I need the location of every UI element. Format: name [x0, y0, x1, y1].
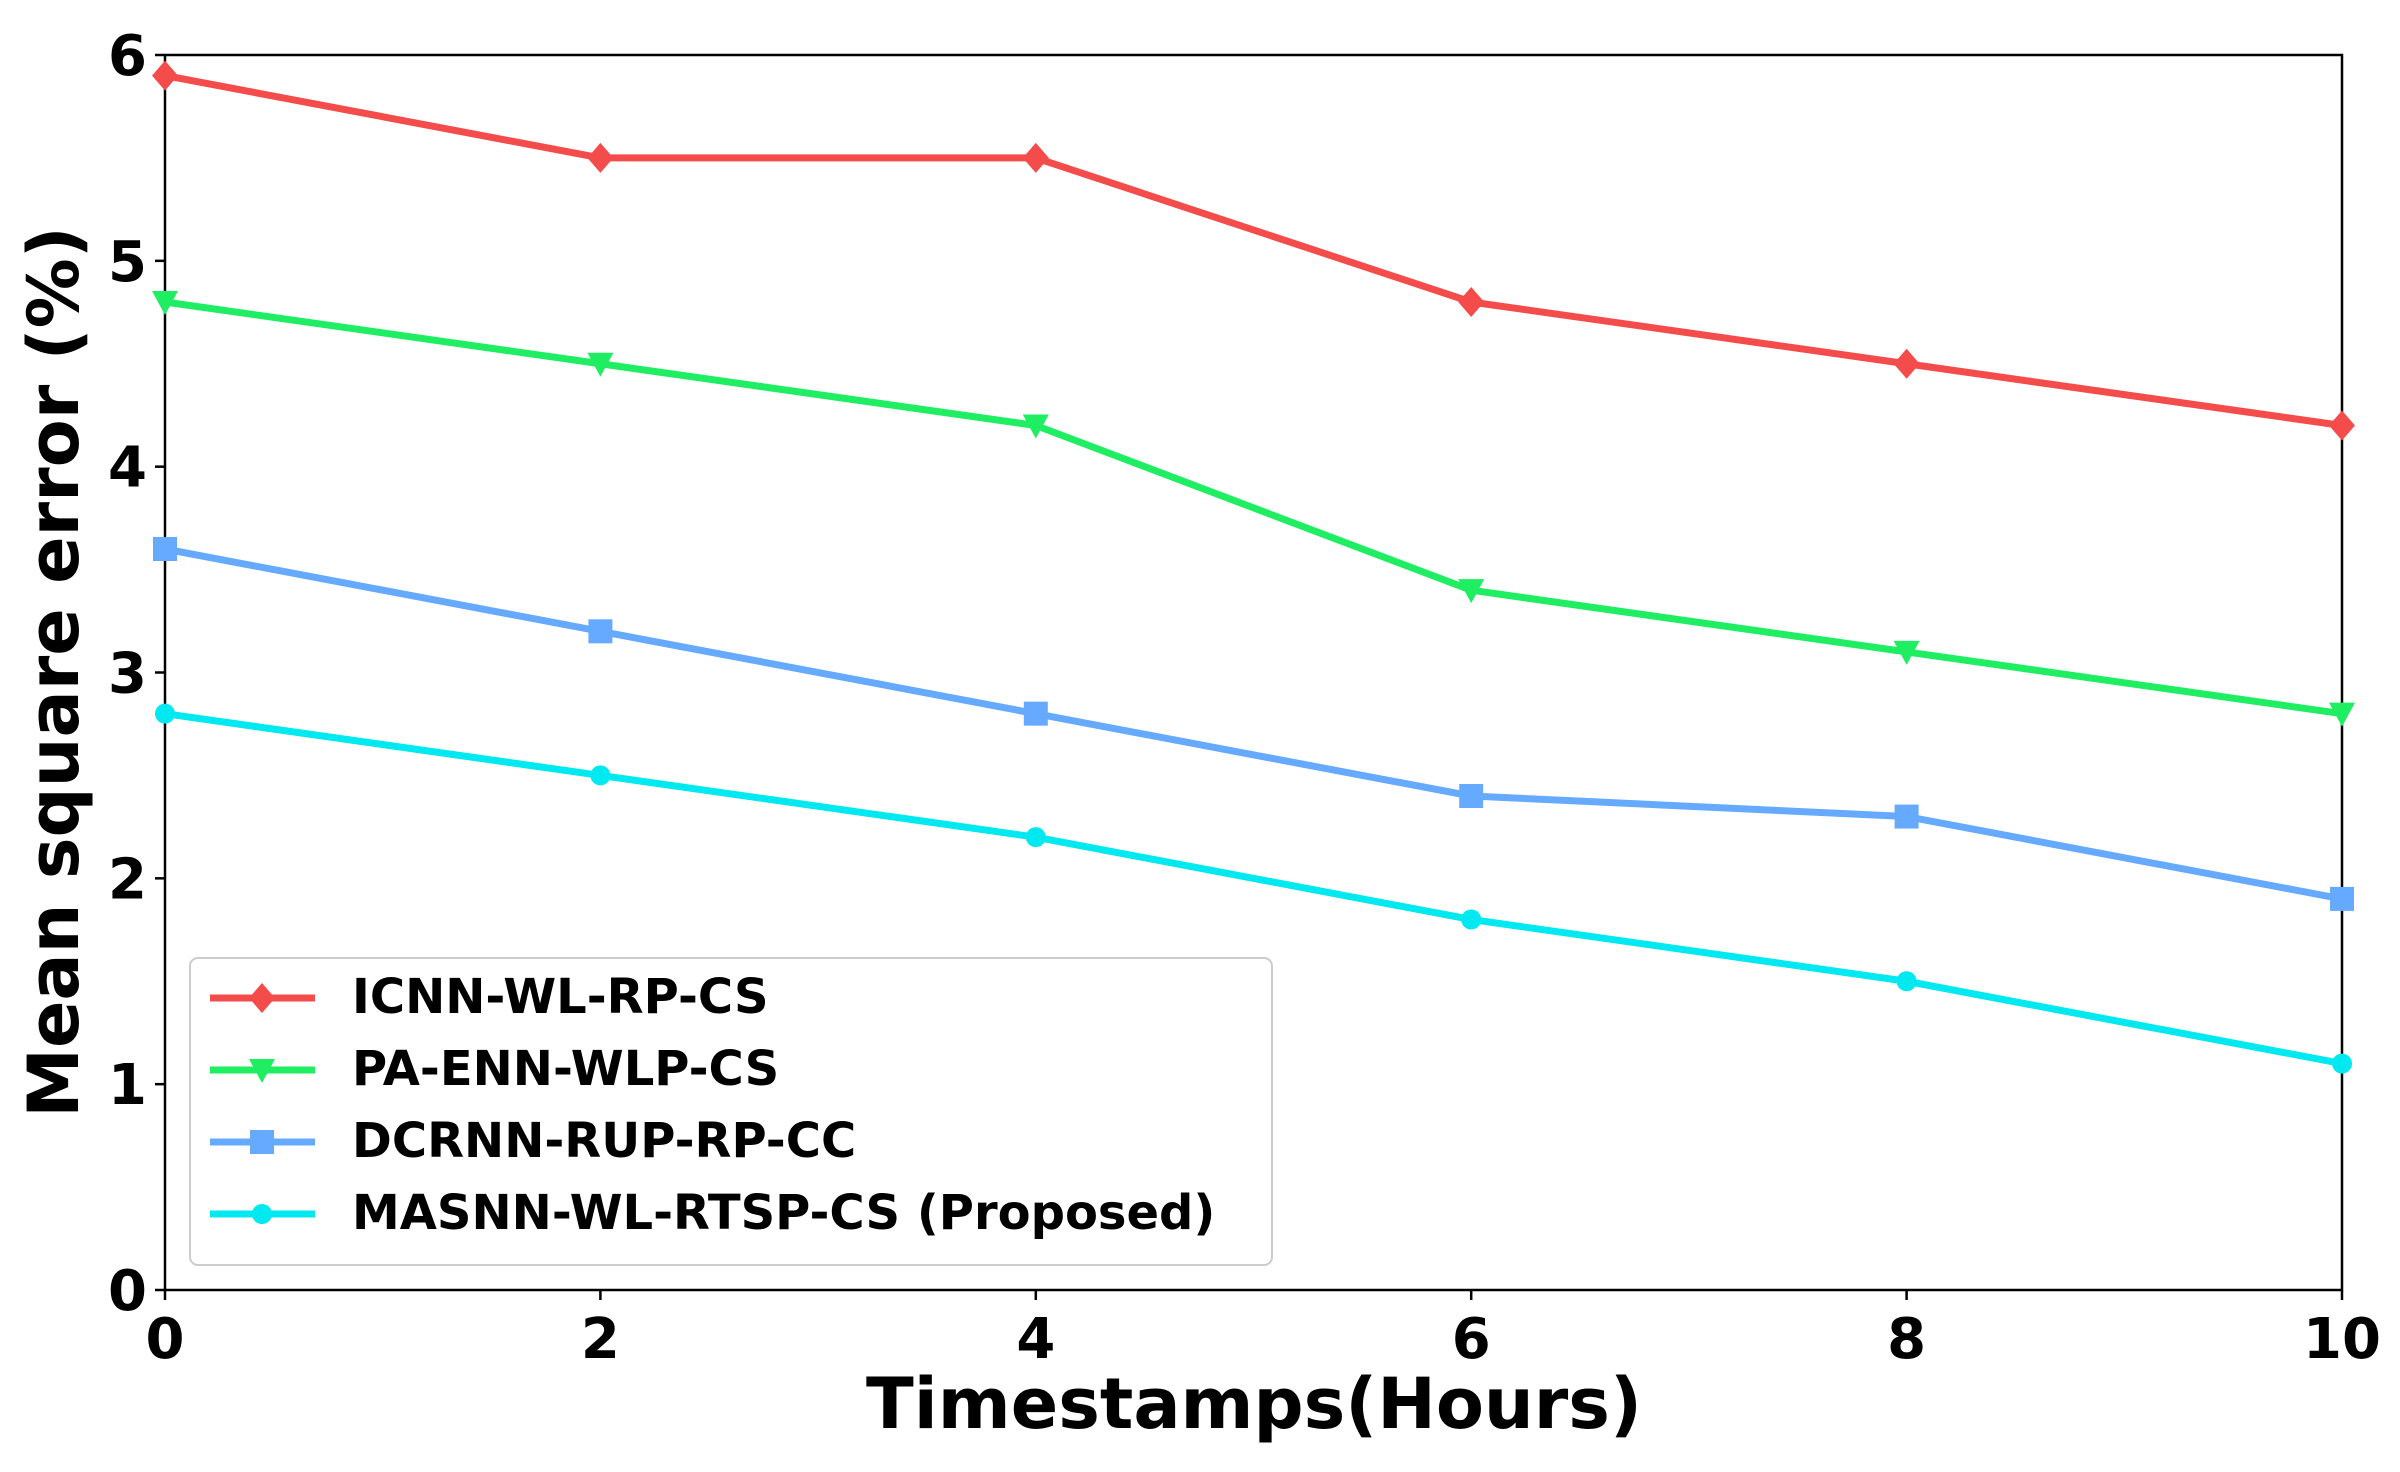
- x-tick-label: 10: [2303, 1307, 2381, 1372]
- marker: [1893, 640, 1920, 665]
- series-line: [164, 710, 2343, 1068]
- marker: [153, 537, 177, 561]
- marker: [152, 60, 178, 91]
- y-axis-label: Mean square error (%): [13, 226, 95, 1117]
- x-tick-label: 6: [1452, 1307, 1491, 1372]
- x-tick-label: 0: [146, 1307, 185, 1372]
- y-tick-label: 0: [108, 1259, 147, 1324]
- series-line: [164, 298, 2343, 718]
- marker: [2329, 410, 2355, 441]
- legend-box: [189, 957, 1273, 1266]
- marker: [588, 619, 613, 644]
- marker: [252, 1204, 272, 1224]
- marker: [249, 1059, 275, 1083]
- marker: [2332, 1053, 2352, 1074]
- series-line: [164, 545, 2343, 903]
- x-tick-label: 8: [1887, 1307, 1926, 1372]
- marker: [1022, 142, 1049, 173]
- marker: [1022, 414, 1049, 439]
- marker: [587, 352, 614, 377]
- legend-label: ICNN-WL-RP-CS: [352, 969, 769, 1025]
- marker: [1458, 579, 1485, 604]
- x-tick-label: 4: [1016, 1307, 1055, 1372]
- legend-label: DCRNN-RUP-RP-CC: [352, 1113, 856, 1169]
- marker: [1894, 804, 1919, 829]
- marker: [1023, 701, 1048, 726]
- marker: [2330, 886, 2354, 911]
- marker: [1025, 827, 1046, 848]
- y-tick-label: 1: [108, 1053, 147, 1118]
- marker: [1893, 348, 1920, 379]
- x-tick-label: 2: [581, 1307, 620, 1372]
- marker: [2329, 702, 2355, 727]
- legend-label: MASNN-WL-RTSP-CS (Proposed): [352, 1185, 1215, 1241]
- marker: [249, 983, 275, 1013]
- marker: [1896, 971, 1917, 992]
- marker: [250, 1130, 274, 1154]
- series-line: [164, 72, 2343, 429]
- y-tick-label: 5: [108, 230, 147, 295]
- y-tick-label: 2: [108, 847, 147, 912]
- marker: [590, 765, 611, 786]
- y-tick-label: 3: [108, 642, 147, 707]
- marker: [1458, 287, 1485, 317]
- marker: [152, 291, 178, 315]
- marker: [1461, 909, 1482, 930]
- legend-label: PA-ENN-WLP-CS: [352, 1041, 779, 1097]
- y-tick-label: 6: [108, 24, 147, 89]
- marker: [587, 142, 614, 173]
- legend: ICNN-WL-RP-CS PA-ENN-WLP-CS DCRNN-RUP-RP-C…: [189, 957, 1273, 1266]
- marker: [155, 703, 175, 724]
- y-tick-label: 4: [108, 436, 147, 501]
- marker: [1459, 784, 1484, 808]
- x-axis-label: Timestamps(Hours): [866, 1363, 1642, 1445]
